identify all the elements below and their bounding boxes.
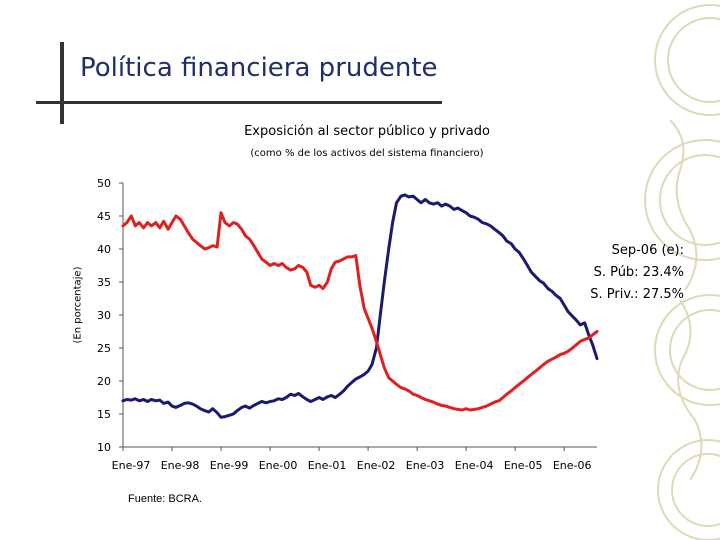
y-tick-label: 45 <box>97 210 111 223</box>
y-tick-label: 30 <box>97 309 111 322</box>
series-line-publico <box>121 193 599 419</box>
x-tick-label: Ene-97 <box>112 459 151 472</box>
y-tick-label: 20 <box>97 375 111 388</box>
x-tick-label: Ene-06 <box>553 459 592 472</box>
x-tick-label: Ene-03 <box>406 459 445 472</box>
slide-title: Política financiera prudente <box>80 53 438 83</box>
chart-title: Exposición al sector público y privado <box>244 124 490 139</box>
series-layer <box>121 193 599 419</box>
series-line-privado <box>121 211 599 412</box>
axes: 10 15 20 25 30 35 40 45 50 Ene-97 Ene-98 Ene-99 Ene-… <box>97 177 597 472</box>
y-tick-label: 25 <box>97 342 111 355</box>
x-tick-label: Ene-99 <box>210 459 249 472</box>
y-tick-label: 40 <box>97 243 111 256</box>
y-tick-label: 15 <box>97 408 111 421</box>
x-tick-label: Ene-05 <box>504 459 543 472</box>
y-tick-label: 10 <box>97 441 111 454</box>
annotation-privado: S. Priv.: 27.5% <box>590 287 684 302</box>
annotation-date: Sep-06 (e): <box>611 243 684 258</box>
annotation-box: Sep-06 (e): S. Púb: 23.4% S. Priv.: 27.5… <box>590 240 684 306</box>
source-note: Fuente: BCRA. <box>128 493 202 505</box>
x-tick-label: Ene-00 <box>259 459 298 472</box>
x-tick-label: Ene-02 <box>357 459 396 472</box>
x-tick-label: Ene-04 <box>455 459 494 472</box>
x-tick-label: Ene-98 <box>161 459 200 472</box>
y-tick-label: 35 <box>97 276 111 289</box>
decorative-vertical-bar <box>60 42 64 124</box>
y-tick-label: 50 <box>97 177 111 190</box>
chart-subtitle: (como % de los activos del sistema finan… <box>250 148 484 159</box>
seal-watermark-icon <box>644 4 720 540</box>
x-tick-label: Ene-01 <box>308 459 347 472</box>
annotation-publico: S. Púb: 23.4% <box>593 265 684 280</box>
decorative-horizontal-bar <box>36 101 442 104</box>
